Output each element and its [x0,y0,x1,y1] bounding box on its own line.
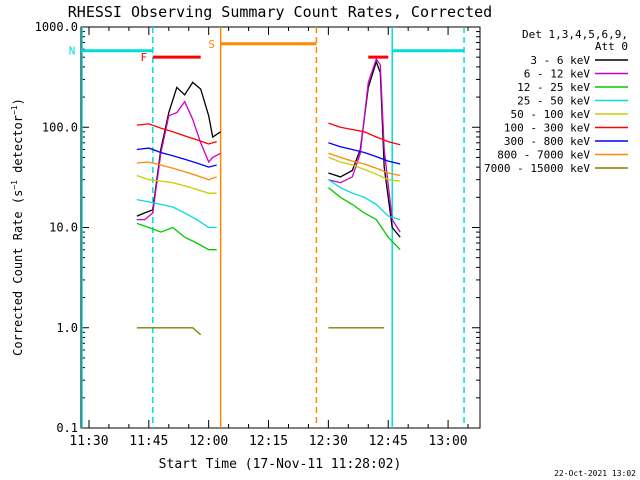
series-line [328,156,401,182]
legend-entry-label: 300 - 800 keV [504,135,590,148]
legend-header: Att 0 [595,40,628,53]
y-axis-label: Corrected Count Rate (s−1 detector−1) [10,98,25,356]
series-line [328,152,401,177]
x-tick-label: 13:00 [429,434,468,449]
x-tick-label: 11:30 [69,434,108,449]
legend-entry-label: 25 - 50 keV [517,95,590,108]
series-line [136,100,221,221]
legend-entry-label: 100 - 300 keV [504,122,590,135]
legend-entry-label: 800 - 7000 keV [497,149,590,162]
series-line [136,198,217,229]
x-tick-label: 12:30 [309,434,348,449]
series-line [136,174,217,194]
series-line [328,122,401,146]
legend-entry-label: 12 - 25 keV [517,81,590,94]
legend-header: Det 1,3,4,5,6,9, [522,28,628,41]
x-axis-label: Start Time (17-Nov-11 11:28:02) [159,457,402,472]
legend-entry-label: 6 - 12 keV [524,68,591,81]
legend-entry-label: 7000 - 15000 keV [484,162,590,175]
y-tick-label: 1.0 [56,321,78,335]
x-tick-label: 12:15 [249,434,288,449]
series-line [136,327,202,336]
chart-title: RHESSI Observing Summary Count Rates, Co… [68,3,492,21]
y-tick-label: 100.0 [42,120,78,134]
footer-date: 22-Oct-2021 13:02 [554,469,636,478]
y-tick-label: 0.1 [56,421,78,435]
y-tick-label: 1000.0 [35,20,78,34]
series-line [136,161,217,181]
series-line [136,123,217,145]
series-line [328,57,401,233]
x-tick-label: 11:45 [129,434,168,449]
legend-entry-label: 50 - 100 keV [511,108,591,121]
legend-entry-label: 3 - 6 keV [530,54,590,67]
flag-label: N [69,45,76,58]
plot-area: 0.1 1.0 10.0 100.0 1000.0 11:30 11:45 12:00 12:1… [35,20,481,449]
flag-label: F [141,51,148,64]
x-tick-label: 12:45 [369,434,408,449]
series-line [136,81,221,217]
flag-label: S [208,38,215,51]
series-line [328,142,401,165]
series-line [136,147,217,168]
x-tick-label: 12:00 [189,434,228,449]
y-tick-label: 10.0 [49,221,78,235]
series-line [328,179,401,221]
series-line [328,59,401,238]
series-line [327,187,401,251]
series-line [136,222,217,251]
